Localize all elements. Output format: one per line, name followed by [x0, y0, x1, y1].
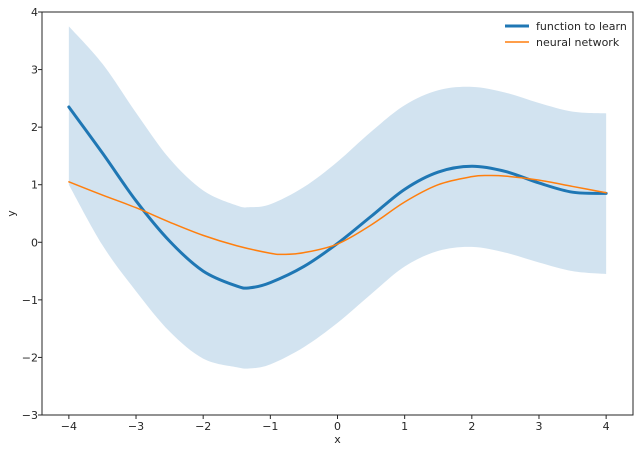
x-tick-label: 3 [535, 420, 542, 433]
y-tick-label: 4 [31, 6, 38, 19]
legend-label-function-to-learn: function to learn [536, 20, 627, 33]
legend-box [499, 16, 625, 56]
y-tick-label: −3 [22, 409, 38, 422]
x-tick-label: 4 [603, 420, 610, 433]
x-tick-label: −1 [262, 420, 278, 433]
x-tick-label: 0 [334, 420, 341, 433]
y-tick-label: −2 [22, 351, 38, 364]
legend: function to learn neural network [499, 16, 627, 56]
series-layer [67, 105, 608, 290]
x-tick-label: −4 [61, 420, 77, 433]
x-tick-label: −2 [195, 420, 211, 433]
x-axis-label: x [334, 433, 341, 446]
x-tick-label: 1 [401, 420, 408, 433]
y-tick-label: 1 [31, 179, 38, 192]
x-tick-label: 2 [468, 420, 475, 433]
y-axis: −3 −2 −1 0 1 2 3 4 [22, 6, 42, 422]
series-line-neural-network [68, 174, 607, 256]
legend-label-neural-network: neural network [536, 36, 620, 49]
confidence-band [68, 26, 607, 369]
y-tick-label: 3 [31, 64, 38, 77]
y-tick-label: −1 [22, 294, 38, 307]
x-tick-label: −3 [128, 420, 144, 433]
x-axis: −4 −3 −2 −1 0 1 2 3 4 [61, 415, 610, 433]
series-line-function-to-learn [67, 105, 608, 290]
y-tick-label: 0 [31, 236, 38, 249]
y-axis-label: y [5, 210, 18, 217]
confidence-band-layer [68, 26, 607, 369]
y-tick-label: 2 [31, 121, 38, 134]
